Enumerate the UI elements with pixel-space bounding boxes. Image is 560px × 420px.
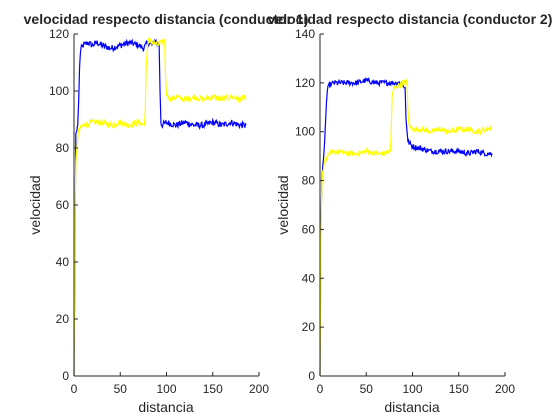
y-axis-label-2: velocidad: [275, 175, 291, 234]
series-line-1-1: [73, 38, 247, 377]
y-tick-label-1: 100: [49, 84, 69, 98]
y-tick-label-2: 60: [302, 222, 316, 236]
chart-title-1: velocidad respecto distancia (conductor …: [24, 11, 309, 27]
x-tick-label-2: 50: [360, 382, 374, 396]
x-tick-label-1: 150: [203, 382, 223, 396]
y-tick-label-2: 140: [295, 27, 315, 41]
x-axis-label-1: distancia: [138, 399, 193, 415]
y-axis-label-1: velocidad: [27, 175, 43, 234]
series-line-2-1: [319, 77, 493, 377]
y-tick-label-2: 40: [302, 271, 316, 285]
y-tick-label-1: 20: [56, 312, 70, 326]
y-tick-label-2: 100: [295, 125, 315, 139]
x-tick-label-1: 0: [71, 382, 78, 396]
y-tick-label-1: 0: [62, 369, 69, 383]
x-tick-label-2: 100: [402, 382, 422, 396]
series-line-1-2: [73, 36, 247, 377]
chart-title-2: velocidad respecto distancia (conductor …: [268, 11, 553, 27]
x-tick-label-1: 50: [114, 382, 128, 396]
series-line-2-2: [319, 78, 493, 377]
axes-conductor-1: distancia velocidad 0 50 100 150 200 0 20 40 60 8…: [24, 11, 309, 415]
y-tick-label-2: 120: [295, 76, 315, 90]
x-tick-label-2: 150: [449, 382, 469, 396]
y-tick-label-2: 0: [308, 369, 315, 383]
axes-conductor-2: distancia velocidad 0 50 100 150 200 0 20 40 60 8…: [268, 11, 553, 415]
x-tick-label-2: 0: [317, 382, 324, 396]
y-tick-label-2: 20: [302, 320, 316, 334]
x-tick-label-1: 200: [249, 382, 269, 396]
y-tick-label-1: 40: [56, 255, 70, 269]
x-tick-label-2: 200: [495, 382, 515, 396]
x-axis-label-2: distancia: [384, 399, 439, 415]
y-tick-label-1: 120: [49, 27, 69, 41]
x-tick-label-1: 100: [156, 382, 176, 396]
y-tick-label-1: 80: [56, 141, 70, 155]
y-tick-label-2: 80: [302, 174, 316, 188]
y-tick-label-1: 60: [56, 198, 70, 212]
